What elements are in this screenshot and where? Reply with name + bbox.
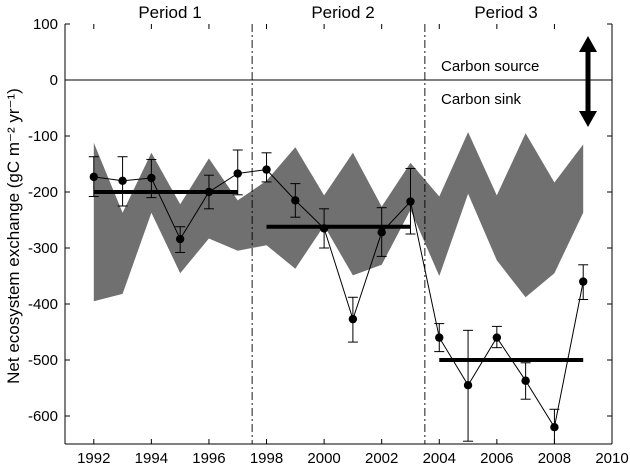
y-tick-label: -400 [28,296,58,313]
x-tick-label: 2000 [307,450,340,465]
x-tick-label: 2008 [538,450,571,465]
plot-frame [64,24,613,445]
y-tick-label: -300 [28,240,58,257]
y-tick-label: -200 [28,184,58,201]
y-tick-label: 0 [50,72,58,89]
x-tick-label: 2004 [423,450,456,465]
observed-point [319,224,329,233]
x-tick-label: 1998 [250,450,283,465]
source-sink-arrow [579,36,597,127]
y-axis-label: Net ecosystem exchange (gC m⁻² yr⁻¹) [4,88,23,384]
period-boundaries [251,24,426,444]
observed-point [348,314,358,324]
model-range-band-layer [93,132,584,302]
y-tick-label: -600 [28,408,58,425]
period-3-label: Period 3 [474,3,537,22]
observed-series-line [93,169,584,429]
arrow-head-down [579,111,597,127]
y-tick-label: -500 [28,352,58,369]
observed-point [233,169,242,178]
y-tick-label: 100 [33,16,58,33]
observed-point [521,376,530,385]
model-range-band [93,132,584,302]
observed-point [492,333,502,342]
observed-point [147,173,156,183]
x-tick-label: 1996 [192,450,225,465]
observed-point [175,234,185,244]
y-tick-label: -100 [28,128,58,145]
observed-point [89,172,98,182]
x-tick-label: 1992 [77,450,110,465]
period-1-label: Period 1 [138,3,201,22]
x-tick-label: 2006 [480,450,513,465]
observed-point [463,381,473,390]
observed-point [406,197,415,206]
observed-point [550,423,559,432]
observed-point [377,228,386,237]
observed-series-line-layer [93,169,584,429]
x-tick-label: 1994 [135,450,168,465]
observed-point [291,196,300,205]
arrow-head-up [579,36,597,52]
observed-point [579,277,588,286]
x-tick-label: 2002 [365,450,398,465]
period-2-label: Period 2 [311,3,374,22]
x-tick-label: 2010 [595,450,628,465]
axis-ticks: 1992 1994 1996 1998 2000 2002 2004 2006 2008 2010… [28,16,629,465]
observed-point [435,333,444,342]
carbon-sink-annotation: Carbon sink [441,91,522,108]
carbon-source-annotation: Carbon source [441,58,539,75]
period-mean-lines [93,190,584,362]
observed-point [118,176,127,185]
observed-points [89,165,588,432]
observed-point [204,187,214,197]
observed-point [262,165,271,174]
